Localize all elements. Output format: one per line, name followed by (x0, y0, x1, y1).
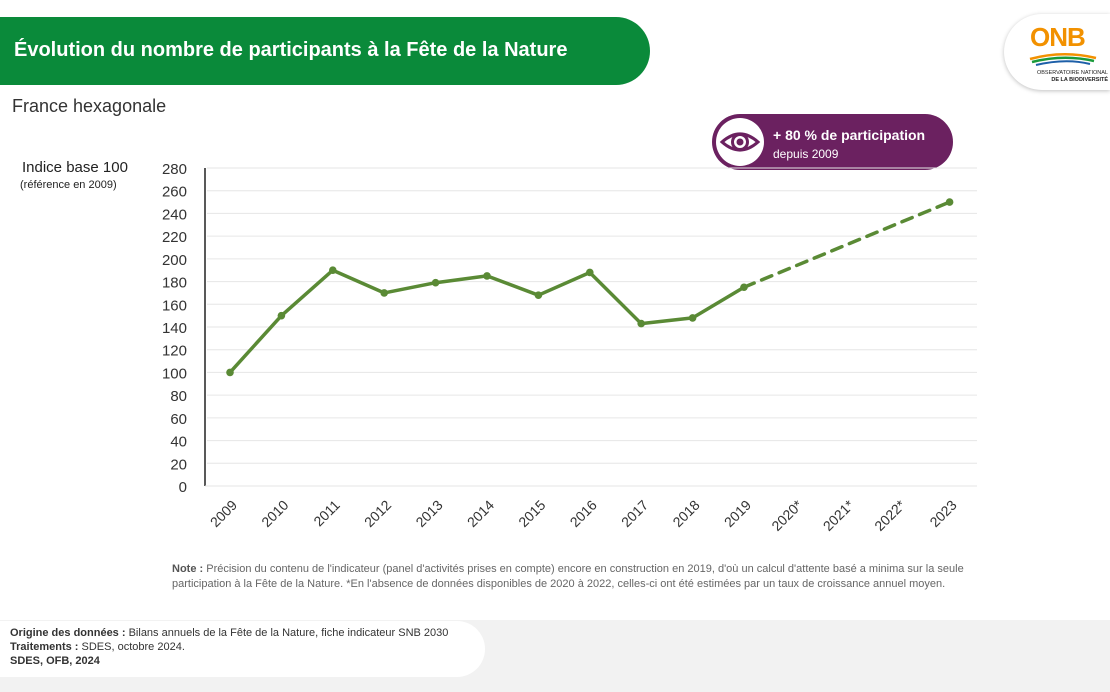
data-point (483, 272, 491, 280)
y-tick-label: 160 (162, 297, 187, 314)
y-tick-label: 280 (162, 161, 187, 178)
onb-logo: ONB OBSERVATOIRE NATIONAL DE LA BIODIVER… (1004, 14, 1110, 90)
data-point (329, 266, 337, 275)
y-tick-label: 240 (162, 206, 187, 223)
x-tick-label: 2009 (207, 497, 240, 530)
data-point (945, 198, 954, 206)
data-point (380, 289, 389, 297)
y-tick-label: 120 (162, 343, 187, 360)
data-point (688, 314, 697, 322)
x-tick-label: 2022* (871, 496, 909, 534)
logo-line-1: OBSERVATOIRE NATIONAL (1036, 70, 1108, 76)
y-axis-label: Indice base 100 (22, 159, 128, 176)
badge-subline: depuis 2009 (773, 147, 839, 161)
note-text: Note : Précision du contenu de l'indicat… (172, 562, 977, 592)
x-tick-label: 2012 (361, 497, 394, 530)
x-tick-label: 2023 (926, 497, 959, 530)
origin-line: Origine des données : Bilans annuels de … (10, 627, 448, 639)
note-body: Précision du contenu de l'indicateur (pa… (172, 563, 964, 590)
logo-line-2: DE LA BIODIVERSITÉ (1051, 77, 1108, 83)
x-tick-label: 2021* (820, 496, 858, 534)
y-tick-label: 80 (170, 388, 187, 405)
note-label: Note : (172, 563, 204, 575)
data-point (226, 368, 234, 377)
page-title: Évolution du nombre de participants à la… (14, 39, 568, 61)
credit-line: SDES, OFB, 2024 (10, 655, 100, 667)
data-point (586, 268, 594, 277)
eye-icon (719, 132, 761, 152)
data-point (277, 311, 286, 320)
x-tick-label: 2019 (721, 497, 754, 530)
participation-badge: + 80 % de participation depuis 2009 (712, 114, 953, 170)
logo-swoosh-icon (1029, 52, 1097, 66)
origin-text: Bilans annuels de la Fête de la Nature, … (128, 627, 449, 639)
x-tick-label: 2014 (464, 497, 497, 530)
x-tick-label: 2011 (310, 497, 343, 530)
y-tick-label: 180 (162, 275, 187, 292)
treatment-line: Traitements : SDES, octobre 2024. (10, 641, 185, 653)
chart-card: Évolution du nombre de participants à la… (0, 0, 1110, 620)
badge-headline: + 80 % de participation (773, 127, 926, 143)
title-banner: Évolution du nombre de participants à la… (0, 17, 650, 85)
series-line (228, 268, 746, 375)
badge-icon-circle (716, 118, 764, 166)
y-tick-label: 100 (162, 365, 187, 382)
y-tick-label: 0 (179, 479, 187, 496)
y-tick-label: 40 (170, 434, 187, 451)
series-line-estimated (742, 200, 952, 289)
x-tick-label: 2010 (258, 497, 291, 530)
data-point (740, 283, 748, 292)
x-tick-label: 2018 (669, 497, 702, 530)
y-axis-sublabel: (référence en 2009) (20, 179, 117, 191)
x-tick-label: 2016 (567, 497, 600, 530)
subtitle: France hexagonale (12, 96, 167, 116)
data-point (637, 319, 645, 328)
y-tick-label: 220 (162, 229, 187, 246)
treatment-text: SDES, octobre 2024. (81, 641, 185, 653)
y-tick-label: 140 (162, 320, 187, 337)
x-tick-label: 2013 (412, 497, 445, 530)
data-point (431, 278, 440, 287)
x-tick-label: 2020* (768, 496, 806, 534)
x-tick-label: 2015 (515, 497, 548, 530)
sources-box: Origine des données : Bilans annuels de … (0, 621, 485, 677)
y-tick-label: 200 (162, 252, 187, 269)
line-chart: 0 20 40 60 80 100 120 140 160 180 200 220 240 260 280 2… (162, 161, 977, 534)
treatment-label: Traitements : (10, 641, 79, 653)
logo-mark: ONB (1030, 22, 1086, 52)
origin-label: Origine des données : (10, 627, 126, 639)
y-tick-label: 60 (170, 411, 187, 428)
y-tick-label: 260 (162, 184, 187, 201)
x-tick-label: 2017 (618, 497, 651, 530)
data-point (534, 291, 543, 300)
y-tick-label: 20 (170, 456, 187, 473)
